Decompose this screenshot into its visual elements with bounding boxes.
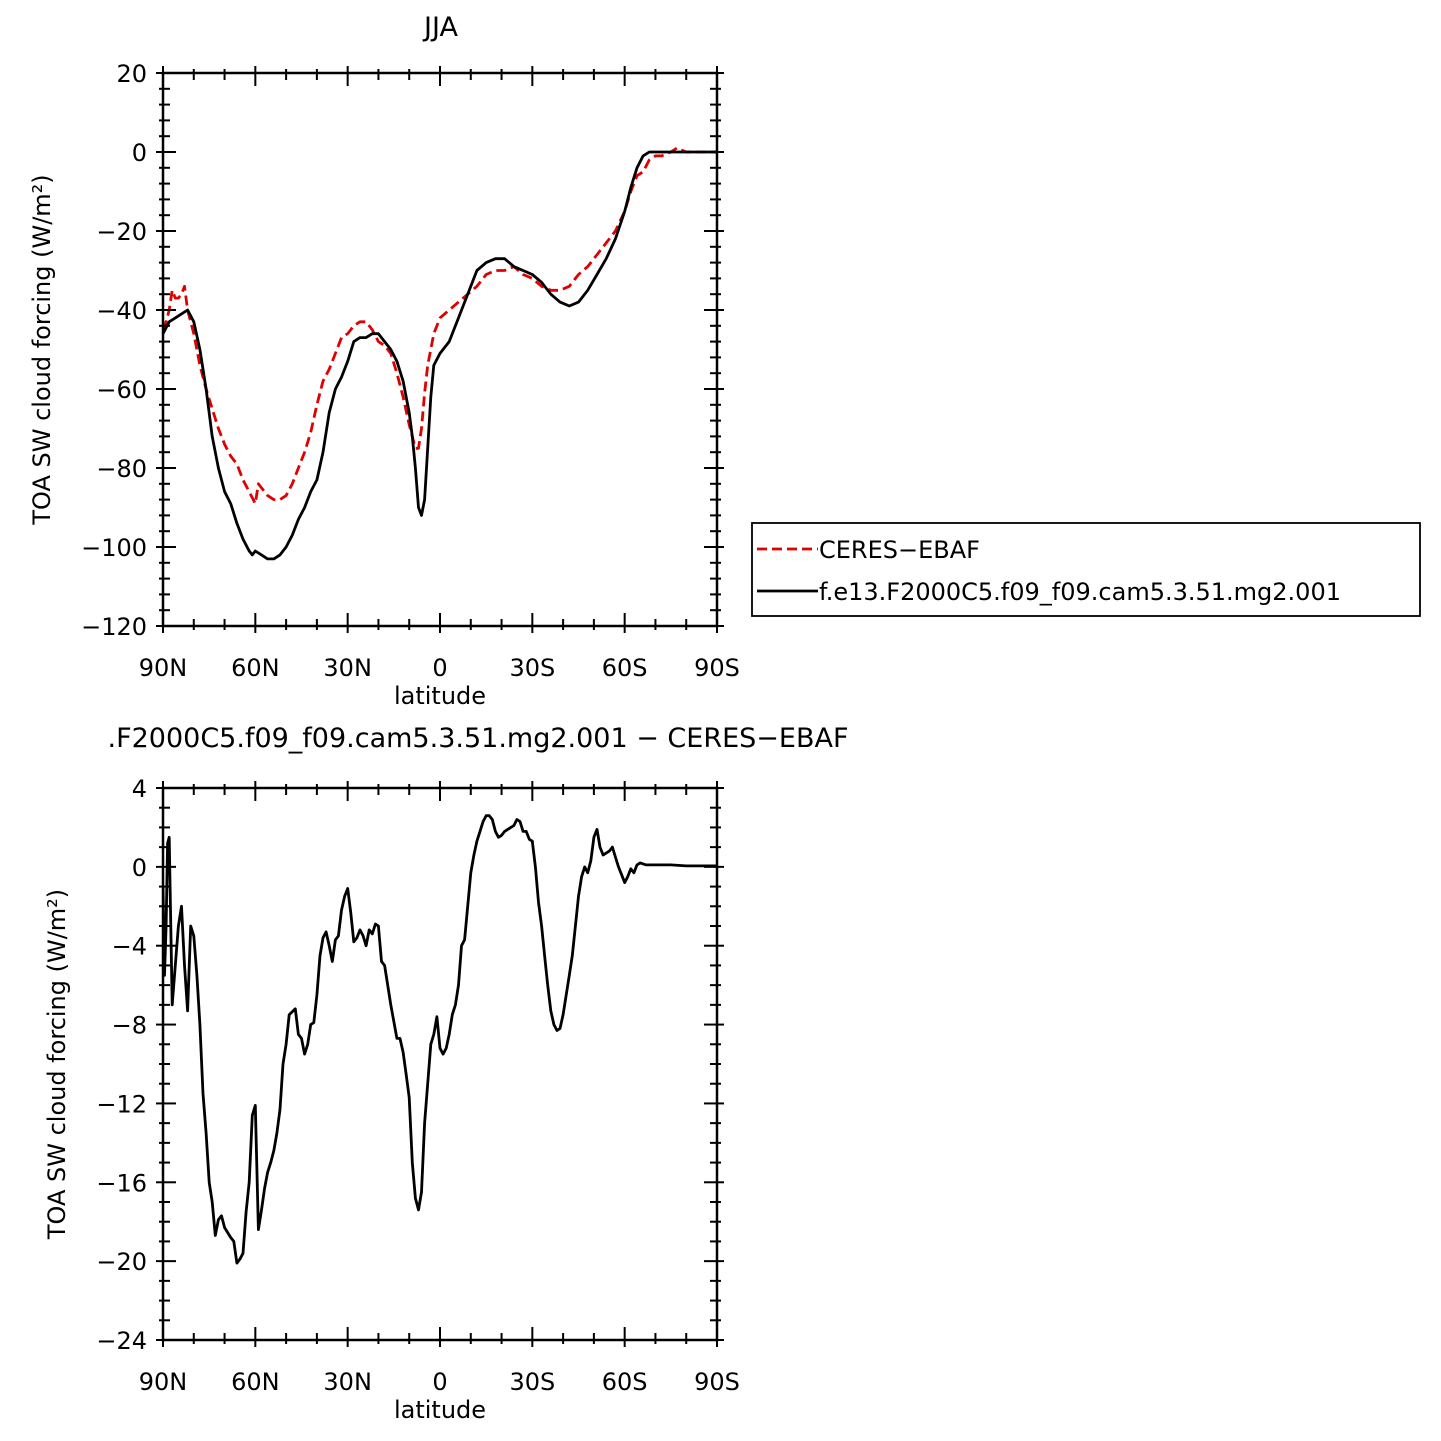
x-tick-label: 60N <box>231 654 280 682</box>
x-tick-label: 90S <box>694 654 740 682</box>
series-group <box>163 814 717 1265</box>
series-line-1 <box>163 814 717 1265</box>
x-tick-label: 60S <box>602 1368 648 1396</box>
x-tick-label: 30N <box>323 654 372 682</box>
series-group <box>163 146 717 561</box>
y-tick-label: −20 <box>96 1248 147 1276</box>
y-tick-label: −120 <box>81 613 147 641</box>
x-tick-label: 30S <box>509 1368 555 1396</box>
x-tick-label: 0 <box>432 654 447 682</box>
y-tick-label: −40 <box>96 297 147 325</box>
x-axis-label: latitude <box>394 682 486 710</box>
y-tick-label: −80 <box>96 455 147 483</box>
x-axis-label: latitude <box>394 1396 486 1424</box>
x-tick-label: 90N <box>139 654 188 682</box>
chart-title: .F2000C5.f09_f09.cam5.3.51.mg2.001 − CER… <box>108 723 849 754</box>
y-tick-label: −60 <box>96 376 147 404</box>
y-tick-label: 0 <box>132 854 147 882</box>
y-axis-label: TOA SW cloud forcing (W/m²) <box>28 174 56 525</box>
legend-label-2: f.e13.F2000C5.f09_f09.cam5.3.51.mg2.001 <box>819 578 1341 606</box>
y-tick-label: −16 <box>96 1169 147 1197</box>
top-panel-cloud-forcing: JJA 90N 60N 30N 0 30S 60S 90S 20 0 −20 −40 −60 −80 −10… <box>28 12 740 710</box>
y-tick-label: 0 <box>132 139 147 167</box>
y-tick-label: 4 <box>132 775 147 803</box>
series-line-1 <box>163 146 717 505</box>
legend-box <box>751 522 1421 617</box>
chart-title: JJA <box>422 12 458 43</box>
legend-label-1: CERES−EBAF <box>819 536 980 564</box>
x-tick-label: 30N <box>323 1368 372 1396</box>
tick-marks <box>156 66 724 633</box>
bottom-panel-difference: .F2000C5.f09_f09.cam5.3.51.mg2.001 − CER… <box>43 723 849 1424</box>
y-tick-label: −20 <box>96 218 147 246</box>
y-tick-label: −4 <box>112 933 147 961</box>
x-tick-label: 60S <box>602 654 648 682</box>
series-line-2 <box>163 150 717 561</box>
x-tick-label: 90N <box>139 1368 188 1396</box>
x-tick-label: 0 <box>432 1368 447 1396</box>
x-tick-label: 30S <box>509 654 555 682</box>
y-tick-label: 20 <box>116 60 147 88</box>
y-tick-label: −100 <box>81 534 147 562</box>
y-tick-label: −12 <box>96 1090 147 1118</box>
y-tick-label: −24 <box>96 1327 147 1355</box>
legend: CERES−EBAF f.e13.F2000C5.f09_f09.cam5.3.5… <box>751 522 1421 617</box>
tick-marks <box>156 781 724 1347</box>
x-tick-label: 60N <box>231 1368 280 1396</box>
y-tick-label: −8 <box>112 1012 147 1040</box>
x-tick-label: 90S <box>694 1368 740 1396</box>
y-axis-label: TOA SW cloud forcing (W/m²) <box>43 889 71 1240</box>
